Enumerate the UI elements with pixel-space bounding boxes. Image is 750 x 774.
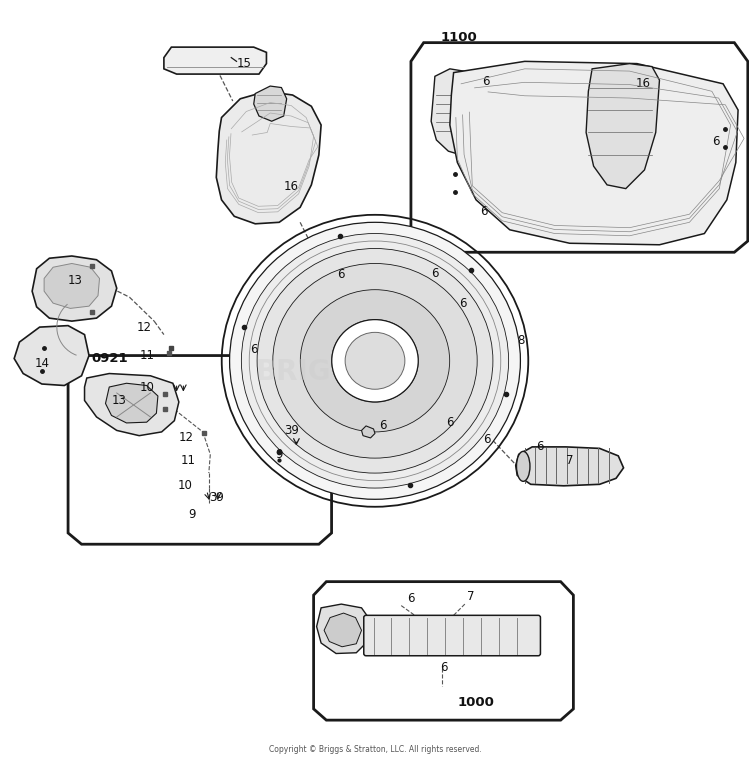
Polygon shape [314,581,574,720]
Text: 12: 12 [137,320,152,334]
Text: 10: 10 [140,381,154,393]
Polygon shape [14,326,89,385]
Polygon shape [450,61,738,245]
Polygon shape [32,256,117,321]
Ellipse shape [517,451,530,481]
Polygon shape [254,86,286,122]
Polygon shape [431,69,480,155]
Polygon shape [362,426,375,438]
Text: 11: 11 [180,454,195,467]
Ellipse shape [230,222,520,499]
Text: 16: 16 [284,180,298,193]
Text: 1000: 1000 [458,697,494,710]
Ellipse shape [300,289,450,432]
Text: 6: 6 [712,135,719,148]
Text: 6: 6 [536,440,544,454]
Text: 6: 6 [482,75,490,88]
Text: 6: 6 [379,420,386,433]
Text: 12: 12 [178,431,194,444]
Text: 9: 9 [275,448,283,461]
Text: 14: 14 [34,357,50,369]
Text: 39: 39 [209,491,224,505]
Text: 9: 9 [188,508,195,521]
Ellipse shape [242,234,509,488]
Text: 6: 6 [440,661,448,674]
Text: 10: 10 [178,479,193,492]
Text: 6: 6 [484,433,491,446]
FancyBboxPatch shape [364,615,541,656]
Polygon shape [316,604,370,653]
Text: BRIGGS: BRIGGS [256,358,374,386]
Text: 13: 13 [112,394,127,407]
Text: 6: 6 [480,204,488,217]
Text: 7: 7 [467,590,475,603]
Text: 7: 7 [566,454,574,467]
Polygon shape [216,91,321,224]
Text: 11: 11 [140,349,155,362]
Text: 16: 16 [635,77,650,91]
Ellipse shape [257,248,493,473]
Text: 6: 6 [460,296,467,310]
Polygon shape [586,63,659,189]
Polygon shape [324,613,362,647]
Polygon shape [411,43,748,252]
Text: 1100: 1100 [440,31,477,44]
Text: 6: 6 [407,591,415,604]
Text: Copyright © Briggs & Stratton, LLC. All rights reserved.: Copyright © Briggs & Stratton, LLC. All … [268,745,482,754]
Text: 39: 39 [284,424,298,437]
Polygon shape [85,374,178,436]
Polygon shape [516,447,623,486]
Ellipse shape [332,320,419,402]
Ellipse shape [345,332,405,389]
Text: 15: 15 [236,57,251,70]
Ellipse shape [273,263,477,458]
Polygon shape [164,47,266,74]
Polygon shape [44,263,100,308]
Text: 6: 6 [338,269,345,281]
Polygon shape [68,355,332,544]
Ellipse shape [332,320,419,402]
Text: 13: 13 [68,274,83,287]
Text: 6: 6 [446,416,454,430]
Text: 8: 8 [518,334,525,347]
Text: 6: 6 [431,267,439,279]
Polygon shape [106,383,158,423]
Text: 6: 6 [250,343,257,356]
Text: 0921: 0921 [91,352,128,365]
